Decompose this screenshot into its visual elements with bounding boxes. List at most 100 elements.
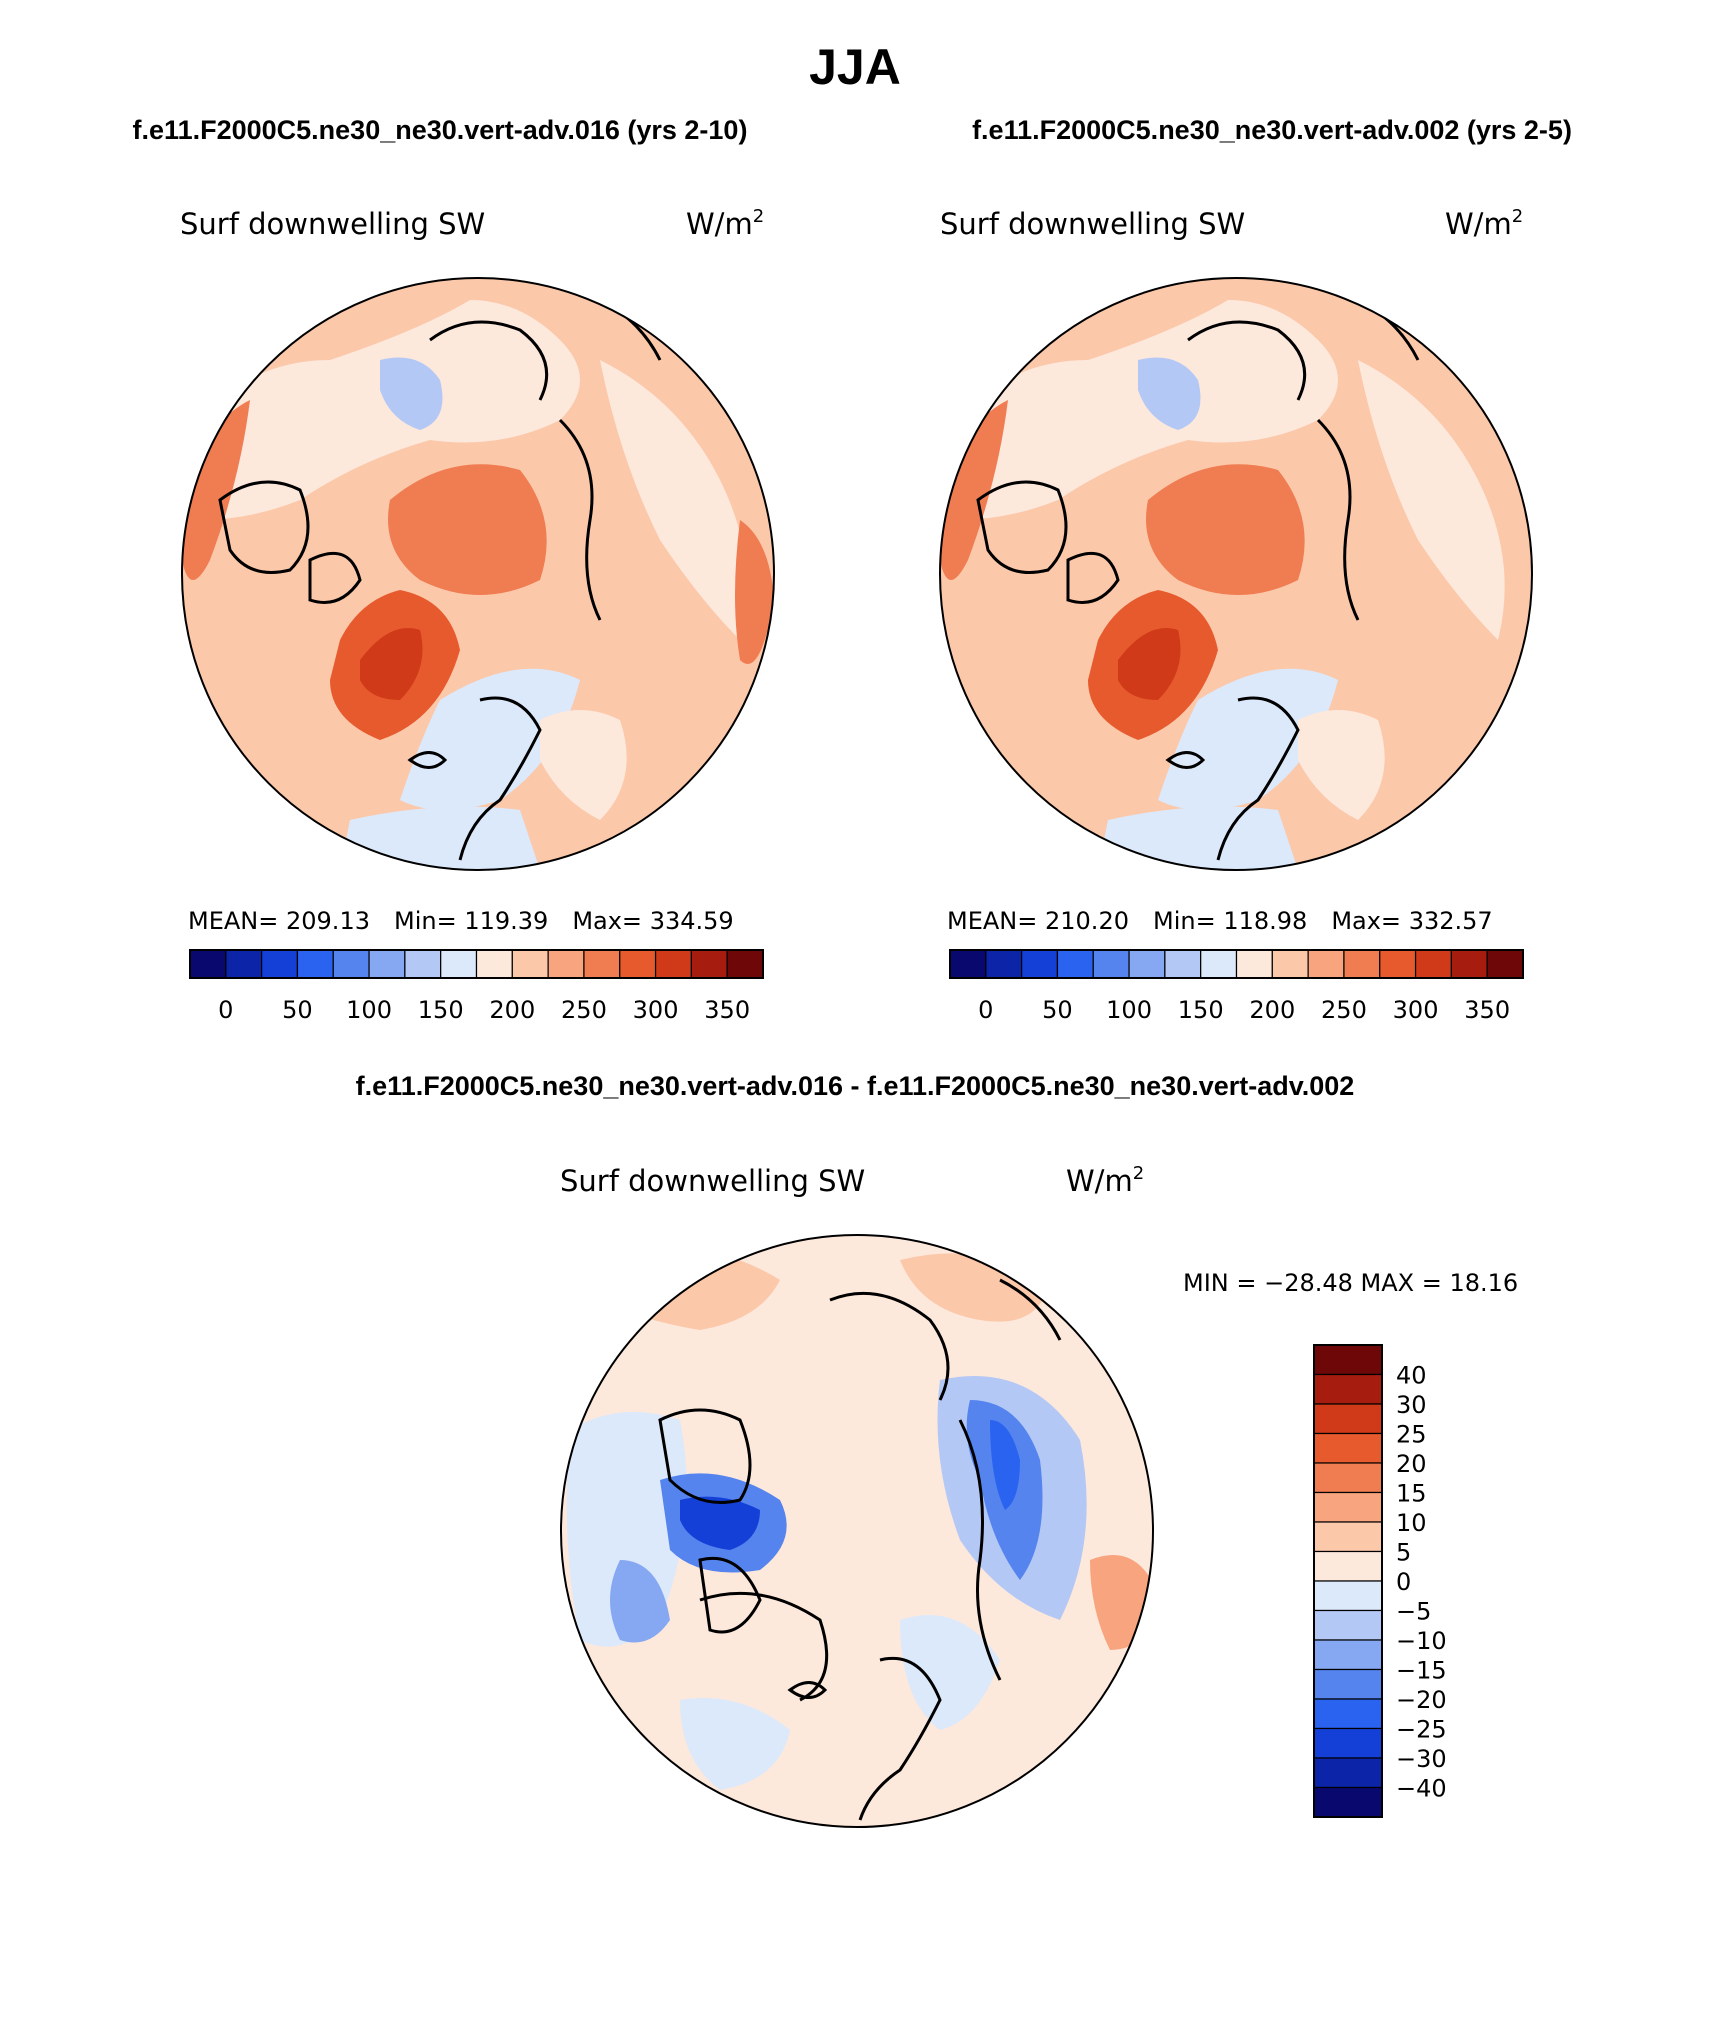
page-title: JJA	[809, 39, 901, 95]
diff-colorbar-tick-label: 5	[1396, 1539, 1411, 1567]
panel-b-colorbar-swatch	[985, 949, 1023, 979]
diff-colorbar-tick-label: −40	[1396, 1775, 1447, 1803]
panel-b-colorbar-tick-label: 0	[978, 996, 993, 1024]
diff-contour	[900, 1615, 1000, 1730]
panel-b-colorbar-swatch	[1092, 949, 1130, 979]
panel-b-colorbar-tick-label: 100	[1106, 996, 1152, 1024]
diff-colorbar-swatch	[1313, 1550, 1383, 1582]
panel-b-colorbar-tick-label: 200	[1249, 996, 1295, 1024]
diff-case-title: f.e11.F2000C5.ne30_ne30.vert-adv.016 - f…	[356, 1071, 1355, 1101]
panel-b-contour	[1138, 357, 1201, 430]
panel-b-colorbar-tick-label: 350	[1464, 996, 1510, 1024]
panel-a-contour	[360, 628, 423, 700]
panel-b-colorbar-swatch	[1056, 949, 1094, 979]
diff-colorbar-frame	[1313, 1344, 1383, 1818]
diff-variable: Surf downwelling SW	[560, 1164, 865, 1198]
panel-a-contour	[182, 300, 580, 520]
panel-a-contour	[540, 710, 627, 820]
panel-a-colorbar-tick-label: 100	[346, 996, 392, 1024]
panel-a-colorbar-tick-label: 250	[561, 996, 607, 1024]
panel-b-colorbar-swatch	[1486, 949, 1524, 979]
diff-colorbar-swatch	[1313, 1491, 1383, 1523]
diff-colorbar-swatch	[1313, 1698, 1383, 1730]
panel-b-contour	[1158, 668, 1338, 810]
panel-b-colorbar-tick-label: 300	[1393, 996, 1439, 1024]
panel-a-colorbar-swatch	[368, 949, 406, 979]
panel-b-colorbar-swatch	[1307, 949, 1345, 979]
panel-a-colorbar-tick-label: 200	[489, 996, 535, 1024]
panel-a-colorbar-tick-label: 350	[704, 996, 750, 1024]
panel-a-colorbar-tick-label: 300	[633, 996, 679, 1024]
panel-b-colorbar-frame	[949, 949, 1524, 979]
panel-b-colorbar-swatch	[1235, 949, 1273, 979]
panel-a-contour	[388, 464, 547, 595]
panel-b-contour	[1146, 464, 1305, 595]
panel-b: Surf downwelling SW W/m2 MEAN= 210.20 Min…	[939, 206, 1533, 1024]
diff-colorbar-swatch	[1313, 1639, 1383, 1671]
panel-a: Surf downwelling SW W/m2 MEAN= 209.13 Min…	[180, 206, 775, 1024]
diff-colorbar-swatch	[1313, 1757, 1383, 1789]
panel-b-colorbar-swatch	[1200, 949, 1238, 979]
panel-a-colorbar-swatch	[511, 949, 549, 979]
diff-colorbar-tick-label: −10	[1396, 1627, 1447, 1655]
panel-a-coastlines	[218, 298, 662, 861]
diff-colorbar-swatch	[1313, 1727, 1383, 1759]
diff-colorbar-swatch	[1313, 1344, 1383, 1376]
panel-a-colorbar-swatch	[404, 949, 442, 979]
panel-b-colorbar-tick-label: 250	[1321, 996, 1367, 1024]
panel-b-colorbar-swatch	[1164, 949, 1202, 979]
panel-b-map-border	[939, 277, 1533, 871]
panel-b-contour	[1118, 628, 1181, 700]
diff-colorbar-tick-label: −20	[1396, 1686, 1447, 1714]
diff-colorbar-swatch	[1313, 1609, 1383, 1641]
diff-units: W/m2	[1066, 1163, 1144, 1198]
panel-a-contour	[735, 520, 774, 664]
diff-coastlines	[658, 1278, 1062, 1821]
diff-colorbar-swatch	[1313, 1786, 1383, 1818]
panel-b-colorbar-swatch	[1271, 949, 1309, 979]
panel-b-case-title: f.e11.F2000C5.ne30_ne30.vert-adv.002 (yr…	[972, 115, 1572, 145]
panel-a-map-border	[181, 277, 775, 871]
diff-colorbar-swatch	[1313, 1462, 1383, 1494]
panel-a-colorbar-swatch	[547, 949, 585, 979]
diff-map-border	[560, 1234, 1154, 1828]
diff-colorbar-tick-label: 10	[1396, 1509, 1427, 1537]
panel-a-colorbar-swatch	[690, 949, 728, 979]
panel-b-variable: Surf downwelling SW	[940, 207, 1245, 241]
panel-a-variable: Surf downwelling SW	[180, 207, 485, 241]
panel-a-stats: MEAN= 209.13 Min= 119.39 Max= 334.59	[188, 907, 734, 935]
diff-colorbar-tick-label: 30	[1396, 1391, 1427, 1419]
diff-panel: Surf downwelling SW W/m2 MIN = −28.48 MA…	[560, 1163, 1518, 1828]
panel-a-colorbar-swatch	[296, 949, 334, 979]
panel-b-colorbar-tick-label: 50	[1042, 996, 1073, 1024]
panel-b-colorbar-swatch	[1414, 949, 1452, 979]
diff-colorbar-swatch	[1313, 1668, 1383, 1700]
panel-a-colorbar-swatch	[475, 949, 513, 979]
diff-contour	[680, 1698, 790, 1790]
panel-b-units: W/m2	[1445, 206, 1523, 241]
diff-colorbar-tick-label: 25	[1396, 1421, 1427, 1449]
panel-a-colorbar-swatch	[654, 949, 692, 979]
diff-contour	[680, 1496, 760, 1550]
panel-a-map	[182, 278, 774, 870]
panel-a-colorbar-swatch	[619, 949, 657, 979]
diff-minmax: MIN = −28.48 MAX = 18.16	[1183, 1269, 1518, 1297]
diff-colorbar-tick-label: 15	[1396, 1480, 1427, 1508]
panel-a-contour	[340, 806, 540, 870]
diff-colorbar-swatch	[1313, 1373, 1383, 1405]
panel-b-colorbar-swatch	[1128, 949, 1166, 979]
panel-a-units: W/m2	[686, 206, 764, 241]
panel-a-colorbar-swatch	[189, 949, 227, 979]
diff-colorbar-tick-label: −15	[1396, 1657, 1447, 1685]
panel-b-colorbar-tick-label: 150	[1178, 996, 1224, 1024]
panel-a-colorbar: 0 50 100 150 200 250 300 350	[189, 949, 764, 1024]
panel-b-colorbar-swatch	[1021, 949, 1059, 979]
diff-map	[561, 1235, 1153, 1827]
diff-contour	[990, 1420, 1020, 1510]
diff-colorbar-tick-label: −25	[1396, 1716, 1447, 1744]
panel-b-colorbar-swatch	[1450, 949, 1488, 979]
panel-a-contour	[182, 400, 250, 580]
panel-a-case-title: f.e11.F2000C5.ne30_ne30.vert-adv.016 (yr…	[133, 115, 748, 145]
